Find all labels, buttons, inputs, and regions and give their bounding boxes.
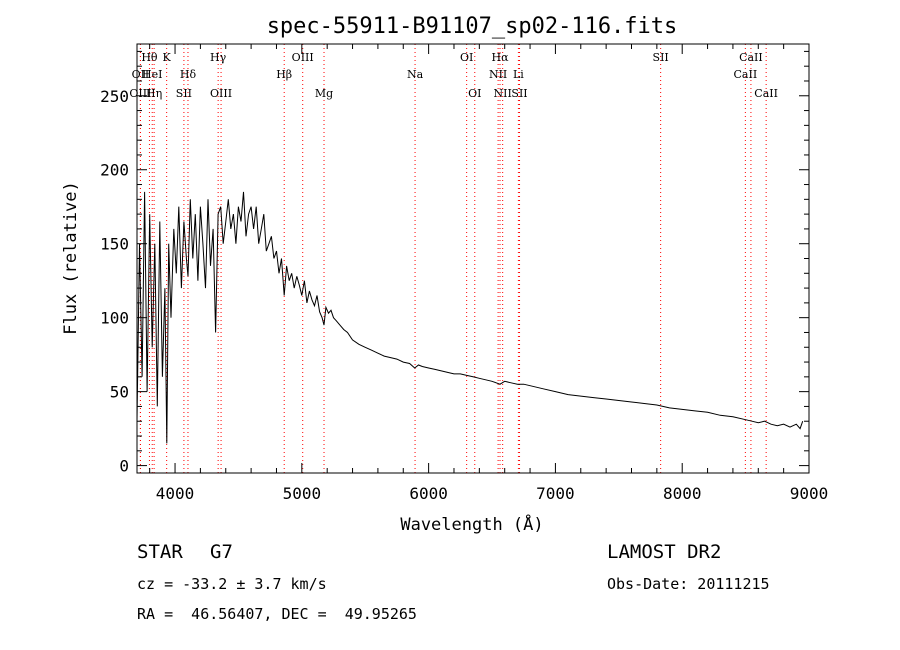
line-label: SII — [511, 87, 527, 100]
line-label: Hα — [491, 51, 509, 64]
y-tick-label: 100 — [100, 309, 129, 328]
line-label: OI — [460, 51, 473, 64]
line-label: Na — [407, 68, 424, 81]
line-label: CaII — [734, 68, 758, 81]
line-label: SII — [176, 87, 192, 100]
redshift-text: cz = -33.2 ± 3.7 km/s — [137, 575, 327, 593]
line-label: Hθ — [141, 51, 158, 64]
line-label: Hγ — [210, 51, 227, 64]
x-tick-label: 5000 — [283, 484, 322, 503]
y-tick-label: 200 — [100, 161, 129, 180]
x-tick-label: 7000 — [536, 484, 575, 503]
y-tick-label: 0 — [119, 457, 129, 476]
y-tick-label: 150 — [100, 235, 129, 254]
chart-title: spec-55911-B91107_sp02-116.fits — [267, 14, 678, 39]
line-label: OII — [132, 68, 150, 81]
x-tick-label: 4000 — [156, 484, 195, 503]
plot-frame — [136, 43, 810, 474]
survey-name: LAMOST DR2 — [607, 541, 722, 563]
line-label: HeI — [142, 68, 162, 81]
coordinates: RA = 46.56407, DEC = 49.95265 — [137, 605, 417, 623]
x-tick-label: 9000 — [790, 484, 829, 503]
x-tick-label: 8000 — [663, 484, 702, 503]
y-axis-label: Flux (relative) — [61, 181, 81, 335]
line-label: SII — [653, 51, 669, 64]
line-label: CaII — [739, 51, 763, 64]
line-label: K — [163, 51, 172, 64]
spectrum-line — [136, 191, 804, 444]
obs-date: Obs-Date: 20111215 — [607, 575, 770, 593]
y-tick-label: 50 — [110, 383, 129, 402]
line-label: OI — [468, 87, 481, 100]
line-label: OIII — [129, 87, 151, 100]
line-label: Li — [513, 68, 524, 81]
line-label: OIII — [210, 87, 232, 100]
line-label: Hδ — [180, 68, 197, 81]
x-tick-label: 6000 — [409, 484, 448, 503]
object-class: STAR — [137, 541, 183, 563]
line-label: OIII — [292, 51, 314, 64]
subclass: G7 — [210, 541, 233, 563]
line-label: Hη — [146, 87, 162, 100]
line-label: NII — [489, 68, 507, 81]
x-axis-label: Wavelength (Å) — [400, 513, 543, 535]
line-label: Hβ — [276, 68, 292, 81]
y-tick-label: 250 — [100, 87, 129, 106]
line-label: CaII — [754, 87, 778, 100]
line-label: NII — [494, 87, 512, 100]
line-label: Mg — [315, 87, 333, 100]
